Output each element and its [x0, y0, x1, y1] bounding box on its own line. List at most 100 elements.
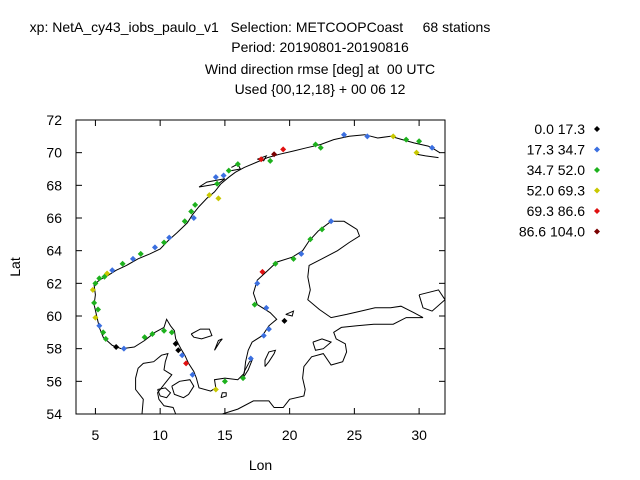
legend: 0.0 17.3 17.3 34.7 34.7 52.0 52.0 69.3 69.3 … [519, 121, 600, 240]
station-marker [413, 149, 420, 156]
station-marker [290, 255, 297, 262]
title-line-4: Used {00,12,18} + 00 06 12 [234, 81, 406, 97]
coastline-layer [93, 134, 445, 414]
station-marker [91, 299, 98, 306]
title-line-2: Period: 20190801-20190816 [231, 39, 409, 55]
station-marker [272, 260, 279, 267]
station-marker [175, 347, 182, 354]
legend-marker [594, 187, 600, 194]
legend-label: 17.3 34.7 [527, 142, 586, 158]
station-marker [92, 314, 99, 321]
station-marker [137, 250, 144, 257]
station-marker [281, 317, 288, 324]
legend-label: 52.0 69.3 [527, 183, 586, 199]
station-marker [119, 260, 126, 267]
station-marker [317, 144, 324, 151]
station-marker [341, 131, 348, 138]
station-marker [95, 306, 102, 313]
title-line-1: xp: NetA_cy43_iobs_paulo_v1 Selection: M… [29, 19, 491, 35]
legend-label: 69.3 86.6 [527, 203, 586, 219]
station-marker [416, 138, 423, 145]
station-marker [101, 273, 108, 280]
station-marker [260, 332, 267, 339]
station-marker [192, 201, 199, 208]
x-tick-label: 25 [347, 427, 363, 443]
axes: 5 10 15 20 25 30 54 56 58 60 62 64 66 68 70 72 Lon Lat [7, 112, 446, 473]
legend-marker [594, 228, 600, 235]
coastline-segment [214, 338, 223, 351]
coastline-segment [264, 349, 277, 367]
station-marker [190, 215, 197, 221]
coastline-segment [93, 134, 441, 350]
station-marker [212, 174, 219, 181]
station-markers [89, 131, 436, 393]
y-axis-label: Lat [7, 257, 23, 277]
coastline-segment [135, 352, 177, 414]
station-marker [92, 280, 99, 287]
station-marker [267, 157, 274, 164]
coastline-segment [220, 392, 227, 399]
coastline-segment [312, 338, 333, 351]
coastline-segment [157, 387, 172, 399]
coastline-segment [121, 220, 424, 414]
station-marker [120, 345, 127, 352]
x-tick-label: 30 [411, 427, 427, 443]
x-tick-label: 20 [282, 427, 298, 443]
legend-label: 0.0 17.3 [534, 121, 585, 137]
station-marker [166, 234, 173, 241]
coastline-segment [416, 153, 439, 159]
station-marker [307, 236, 314, 243]
station-marker [319, 226, 325, 233]
station-marker [234, 161, 241, 168]
x-axis-label: Lon [249, 457, 272, 473]
station-marker [263, 304, 270, 311]
coastline-segment [418, 289, 445, 312]
legend-label: 34.7 52.0 [527, 162, 586, 178]
station-marker [109, 267, 116, 274]
station-marker [225, 167, 232, 174]
y-tick-label: 54 [46, 406, 62, 422]
legend-marker [594, 146, 600, 153]
y-tick-label: 66 [46, 210, 62, 226]
plot-frame [75, 119, 446, 415]
station-marker [214, 180, 221, 187]
station-marker [172, 340, 179, 347]
station-marker [429, 144, 436, 151]
station-marker [141, 334, 148, 341]
station-marker [215, 195, 222, 202]
station-marker [96, 322, 103, 329]
station-marker [221, 378, 228, 385]
station-marker [251, 301, 258, 308]
station-marker [258, 156, 265, 163]
station-marker [271, 151, 278, 158]
station-marker [189, 371, 196, 378]
y-tick-label: 62 [46, 275, 62, 291]
station-marker [89, 286, 96, 293]
station-marker [390, 133, 397, 140]
station-marker [188, 208, 195, 215]
legend-marker [594, 126, 600, 132]
station-marker [168, 329, 175, 336]
station-marker [206, 192, 213, 199]
y-tick-label: 58 [46, 341, 62, 357]
coastline-segment [285, 310, 295, 317]
station-marker [100, 329, 107, 336]
x-tick-label: 5 [92, 427, 100, 443]
station-marker [220, 172, 227, 179]
coastline-segment [190, 328, 213, 340]
station-marker [179, 352, 186, 359]
station-marker [149, 330, 156, 337]
station-marker [96, 275, 103, 282]
station-marker [212, 386, 219, 393]
x-tick-label: 15 [217, 427, 233, 443]
coastline-segment [171, 379, 195, 399]
station-marker [161, 239, 168, 246]
station-marker [312, 141, 319, 148]
station-marker [254, 280, 261, 287]
title-line-3: Wind direction rmse [deg] at 00 UTC [204, 61, 436, 77]
station-marker [181, 218, 188, 225]
coastline-segment [198, 178, 226, 188]
y-tick-label: 68 [46, 177, 62, 193]
legend-marker [594, 208, 600, 214]
